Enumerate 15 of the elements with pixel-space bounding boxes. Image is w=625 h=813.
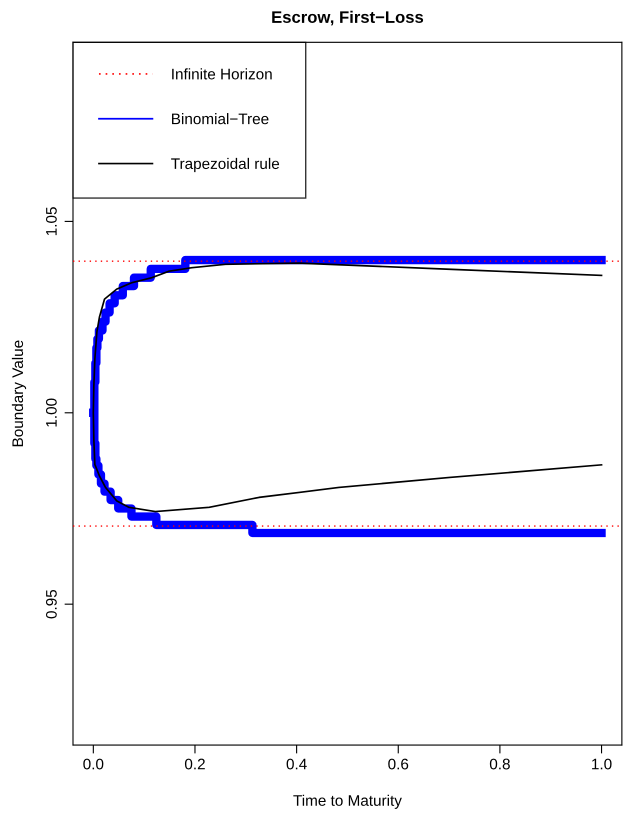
legend-label: Binomial−Tree (172, 113, 268, 124)
chart-title: Escrow, First−Loss (272, 10, 424, 26)
x-tick-label: 0.6 (388, 758, 408, 770)
x-tick-label: 0.8 (490, 758, 510, 770)
x-tick-label: 1.0 (592, 758, 612, 770)
x-tick-label: 0.0 (83, 758, 104, 770)
y-axis-title: Boundary Value (12, 340, 26, 446)
y-tick-label: 0.95 (46, 590, 57, 618)
x-tick-label: 0.4 (286, 758, 307, 770)
y-tick-label: 1.05 (46, 207, 57, 236)
legend-label: Trapezoidal rule (171, 158, 280, 172)
y-tick-label: 1.00 (46, 398, 57, 426)
x-axis-title: Time to Maturity (293, 794, 402, 809)
x-tick-label: 0.2 (184, 758, 205, 770)
legend-label: Infinite Horizon (172, 68, 272, 80)
